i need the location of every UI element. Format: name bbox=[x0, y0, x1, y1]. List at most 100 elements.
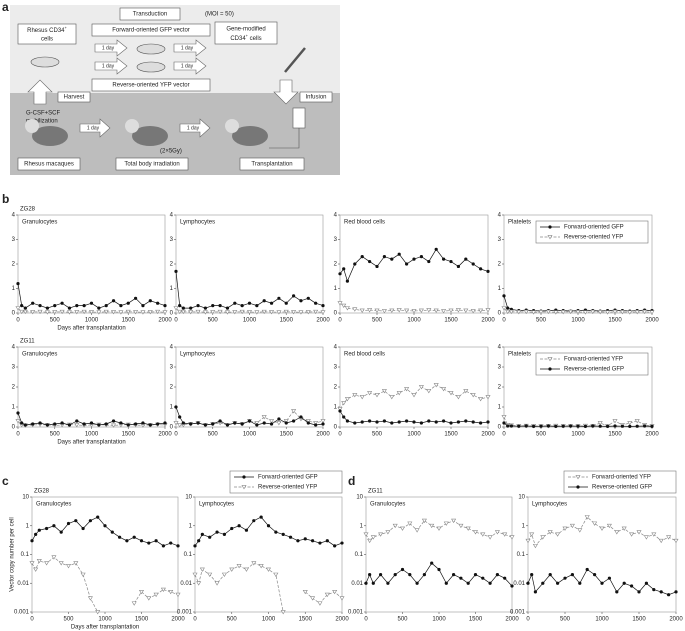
y-tick-label: 4 bbox=[170, 213, 174, 219]
marker bbox=[203, 306, 207, 310]
marker bbox=[192, 572, 198, 577]
marker bbox=[547, 530, 553, 535]
marker bbox=[66, 310, 72, 315]
panel-title: Red blood cells bbox=[344, 352, 385, 358]
x-tick-label: 2000 bbox=[645, 432, 659, 438]
marker bbox=[563, 576, 567, 580]
marker bbox=[523, 309, 529, 315]
legend: Forward-oriented YFP Reverse-oriented GFP bbox=[563, 470, 677, 494]
label: mobilization bbox=[26, 119, 58, 125]
marker bbox=[277, 296, 281, 300]
marker bbox=[22, 309, 28, 315]
panel-title: Lymphocytes bbox=[180, 352, 215, 358]
marker bbox=[240, 304, 244, 308]
y-tick-label: 1 bbox=[170, 405, 174, 411]
panel-label: d bbox=[348, 474, 355, 488]
marker bbox=[169, 541, 173, 545]
marker bbox=[426, 389, 432, 394]
marker bbox=[103, 309, 109, 315]
x-tick-label: 1500 bbox=[469, 617, 483, 623]
y-tick-label: 4 bbox=[498, 345, 502, 351]
y-tick-label: 2 bbox=[170, 385, 174, 391]
marker bbox=[311, 539, 315, 543]
marker bbox=[274, 530, 278, 534]
marker bbox=[532, 424, 536, 428]
marker bbox=[478, 397, 484, 402]
marker bbox=[31, 301, 35, 305]
x-tick-label: 0 bbox=[526, 617, 530, 623]
y-tick-label: 0.01 bbox=[513, 581, 525, 587]
marker bbox=[37, 309, 43, 315]
y-tick-label: 4 bbox=[12, 213, 16, 219]
marker bbox=[258, 564, 264, 569]
y-tick-label: 0.001 bbox=[510, 610, 526, 616]
marker bbox=[360, 420, 364, 424]
marker bbox=[269, 301, 274, 305]
marker bbox=[254, 310, 260, 315]
label: Total body irradiation bbox=[124, 162, 179, 168]
x-tick-label: 0 bbox=[502, 432, 506, 438]
legend-box bbox=[563, 470, 677, 494]
marker bbox=[458, 523, 464, 529]
legend-label: Forward-oriented YFP bbox=[592, 475, 651, 481]
marker bbox=[88, 310, 95, 315]
y-tick-label: 1 bbox=[26, 523, 30, 529]
marker bbox=[237, 524, 241, 528]
y-tick-label: 1 bbox=[522, 523, 526, 529]
arrow bbox=[94, 39, 128, 57]
marker bbox=[298, 310, 304, 315]
marker bbox=[673, 538, 679, 544]
y-tick-label: 3 bbox=[498, 365, 502, 371]
legend: Forward-oriented GFP Reverse-oriented YFP bbox=[535, 220, 649, 244]
marker bbox=[141, 421, 145, 425]
box bbox=[119, 7, 181, 21]
text: + bbox=[65, 25, 68, 30]
marker bbox=[643, 535, 649, 540]
marker bbox=[181, 421, 185, 425]
panel-title: Red blood cells bbox=[344, 220, 385, 226]
marker bbox=[452, 572, 456, 577]
marker bbox=[389, 395, 395, 400]
box bbox=[91, 23, 211, 37]
marker bbox=[131, 601, 137, 606]
marker bbox=[67, 423, 72, 427]
marker bbox=[80, 572, 86, 577]
x-tick-label: 500 bbox=[63, 617, 74, 623]
marker bbox=[396, 391, 402, 396]
marker bbox=[318, 541, 322, 545]
y-tick-label: 1 bbox=[498, 286, 502, 292]
marker bbox=[303, 537, 307, 541]
marker bbox=[266, 524, 271, 528]
marker bbox=[251, 561, 257, 566]
marker bbox=[651, 532, 657, 537]
marker bbox=[502, 421, 506, 425]
marker bbox=[344, 397, 350, 402]
marker bbox=[75, 304, 79, 308]
y-tick-label: 10 bbox=[356, 495, 363, 501]
marker bbox=[118, 535, 122, 539]
marker bbox=[606, 523, 612, 529]
marker bbox=[568, 309, 574, 315]
y-tick-label: 10 bbox=[22, 495, 29, 501]
marker bbox=[59, 530, 63, 534]
x-tick-label: 1000 bbox=[243, 318, 257, 324]
marker bbox=[15, 419, 21, 424]
marker bbox=[310, 596, 316, 601]
marker bbox=[577, 528, 583, 533]
series-line bbox=[365, 562, 513, 587]
x-tick-label: 1500 bbox=[608, 318, 622, 324]
marker bbox=[97, 306, 101, 310]
marker bbox=[82, 304, 86, 308]
marker bbox=[38, 304, 42, 308]
marker bbox=[314, 423, 318, 427]
marker bbox=[592, 521, 598, 526]
y-tick-label: 1 bbox=[170, 286, 174, 292]
marker bbox=[284, 421, 288, 425]
x-tick-label: 1500 bbox=[280, 432, 294, 438]
marker bbox=[635, 424, 639, 428]
marker bbox=[598, 424, 602, 428]
x-tick-label: 500 bbox=[397, 617, 408, 623]
legend-label: Reverse-oriented YFP bbox=[564, 235, 623, 241]
marker bbox=[281, 532, 285, 537]
